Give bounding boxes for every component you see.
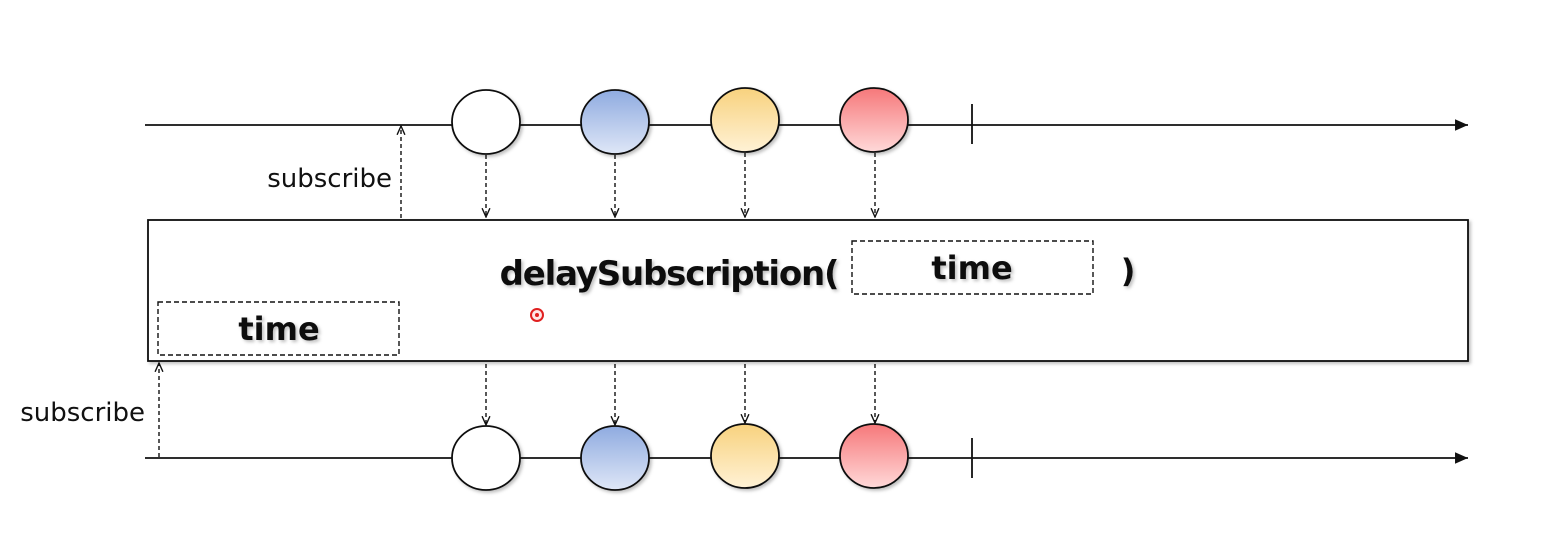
cursor-indicator [530, 308, 544, 322]
upstream-emission-arrows [486, 153, 875, 217]
upstream-marble-blue [580, 89, 650, 155]
operator-close-paren: ) [1121, 252, 1136, 290]
delay-time-label: time [238, 310, 319, 348]
operator-box: delaySubscription( time ) time [147, 219, 1469, 362]
downstream-timeline [145, 438, 1468, 478]
operator-param-label: time [931, 249, 1012, 287]
upstream-timeline [145, 104, 1468, 144]
upstream-subscribe: subscribe [267, 126, 401, 218]
operator-param-box [851, 240, 1094, 295]
delay-time-box [157, 301, 400, 356]
downstream-marble-white [451, 425, 521, 491]
upstream-marbles [451, 87, 909, 155]
downstream-marbles [451, 423, 909, 491]
upstream-marble-white [451, 89, 521, 155]
upstream-marble-red [839, 87, 909, 153]
upstream-subscribe-label: subscribe [267, 164, 392, 194]
downstream-subscribe-label: subscribe [20, 398, 145, 428]
operator-name: delaySubscription( [500, 254, 839, 294]
downstream-subscribe: subscribe [20, 363, 159, 457]
downstream-marble-blue [580, 425, 650, 491]
downstream-emission-arrows [486, 364, 875, 425]
downstream-marble-yellow [710, 423, 780, 489]
operator-box-frame [147, 219, 1469, 362]
downstream-marble-red [839, 423, 909, 489]
upstream-marble-yellow [710, 87, 780, 153]
